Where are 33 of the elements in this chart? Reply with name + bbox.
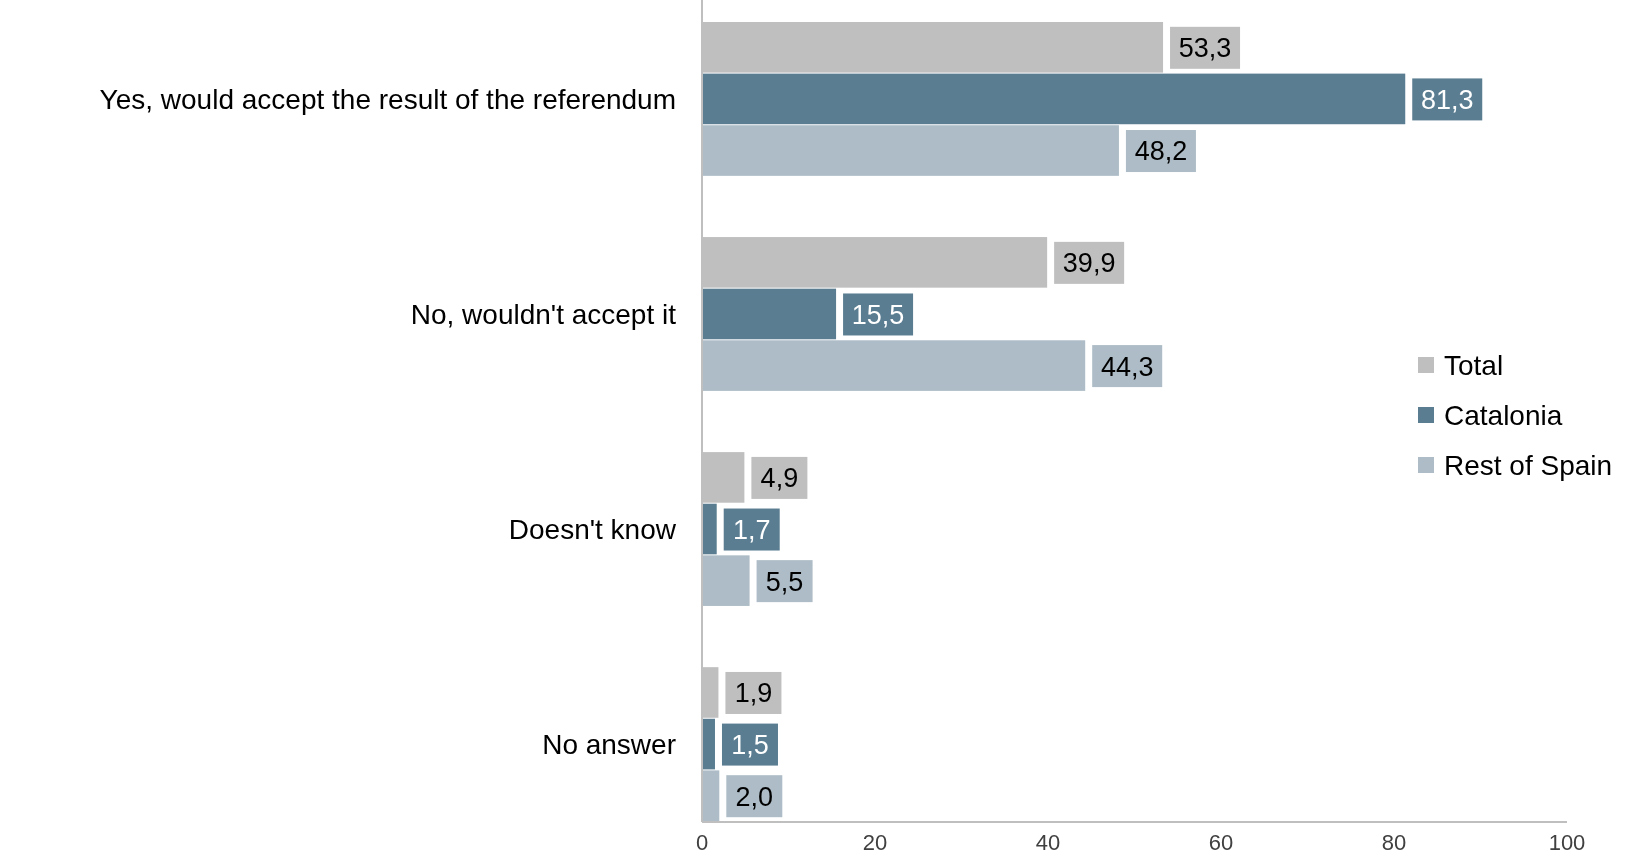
legend-label: Rest of Spain [1444,449,1613,481]
bar [702,503,717,555]
data-label: 1,9 [734,678,773,709]
data-label: 53,3 [1178,33,1232,64]
legend-label: Total [1444,349,1504,381]
bar [702,288,837,340]
data-label: 39,9 [1062,248,1116,279]
y-tick-label: Yes, would accept the result of the referendum [99,84,676,116]
y-tick-label: No answer [542,729,676,761]
legend-label: Catalonia [1444,399,1563,431]
bar [702,340,1086,391]
x-tick-label: 0 [695,830,709,855]
bar [702,555,750,606]
data-label: 48,2 [1134,136,1188,167]
data-label: 15,5 [851,299,905,330]
bar [702,718,715,770]
data-label: 5,5 [765,566,804,597]
bar [702,73,1406,125]
data-label: 1,7 [732,514,771,545]
x-tick-label: 80 [1381,830,1407,855]
data-label: 44,3 [1100,351,1154,382]
x-tick-label: 60 [1208,830,1234,855]
x-tick-label: 20 [862,830,888,855]
y-tick-label: Doesn't know [508,514,677,546]
data-label: 1,5 [731,730,769,761]
bar [702,770,720,821]
x-tick-label: 40 [1035,830,1061,855]
data-label: 81,3 [1420,84,1474,115]
data-label: 4,9 [760,463,799,494]
x-tick-label: 100 [1548,830,1586,855]
y-tick-label: No, wouldn't accept it [410,299,677,331]
data-label: 2,0 [735,781,774,812]
bar [702,125,1119,176]
